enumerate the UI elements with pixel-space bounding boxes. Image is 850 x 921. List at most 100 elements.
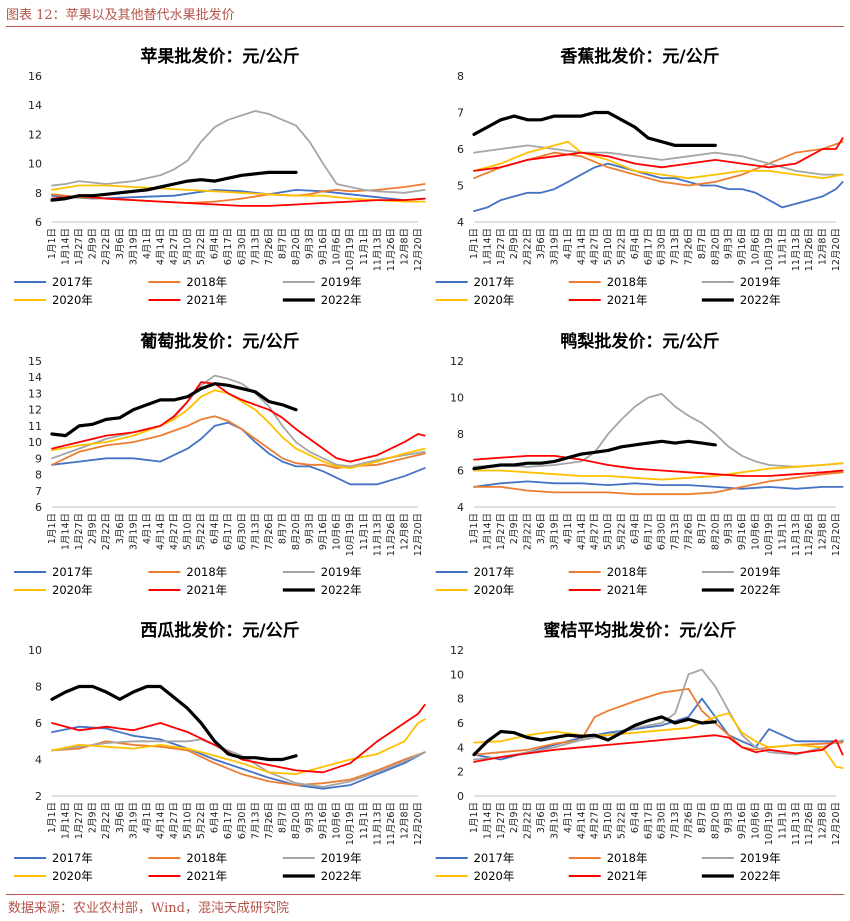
x-tick-label: 11月1日	[359, 228, 370, 265]
x-tick-label: 9月16日	[737, 802, 748, 839]
y-tick-label: 12	[450, 355, 464, 368]
x-tick-label: 1月27日	[496, 802, 507, 839]
x-tick-label: 10月19日	[345, 228, 356, 271]
x-tick-label: 4月27日	[169, 228, 180, 265]
y-tick-label: 7	[457, 107, 464, 120]
legend-label-2017: 2017年	[474, 275, 515, 289]
series-line-2020	[473, 140, 844, 180]
x-tick-label: 10月19日	[345, 513, 356, 556]
x-tick-label: 1月27日	[496, 513, 507, 550]
x-tick-label: 5月22日	[196, 513, 207, 550]
chart-title: 西瓜批发价：元/公斤	[140, 620, 299, 641]
y-tick-label: 8	[457, 70, 464, 83]
legend-label-2018: 2018年	[607, 275, 648, 289]
series-line-2022	[472, 715, 717, 757]
legend-label-2022: 2022年	[321, 293, 362, 307]
series-line-2019	[51, 738, 426, 788]
legend-label-2017: 2017年	[52, 275, 93, 289]
legend-label-2022: 2022年	[740, 293, 781, 307]
x-tick-label: 2月9日	[509, 513, 520, 544]
x-tick-label: 4月1日	[142, 513, 153, 544]
x-tick-label: 12月20日	[413, 802, 424, 845]
x-tick-label: 1月1日	[469, 513, 480, 544]
x-tick-label: 4月14日	[155, 802, 166, 839]
legend-label-2019: 2019年	[321, 565, 362, 579]
series-line-2019	[51, 110, 426, 194]
x-tick-label: 2月22日	[101, 513, 112, 550]
chart-title: 苹果批发价：元/公斤	[140, 46, 299, 67]
x-tick-label: 4月1日	[142, 802, 153, 833]
chart-panel-banana: 香蕉批发价：元/公斤 4 5 6 7 8 1月1日 1月14日 1月27日 2月9日 2月22日 3月…	[432, 36, 848, 316]
x-tick-label: 8月7日	[697, 802, 708, 833]
y-tick-label: 5	[457, 180, 464, 193]
x-tick-label: 4月14日	[576, 228, 587, 265]
x-tick-label: 3月6日	[536, 228, 547, 259]
chart-svg: 葡萄批发价：元/公斤 6 7 8 9 10 11 12 13 14 15 1月1日 1月14日 1月27日…	[14, 331, 426, 597]
figure-title: 图表 12：苹果以及其他替代水果批发价	[6, 8, 235, 23]
x-tick-label: 11月1日	[359, 802, 370, 839]
legend-label-2022: 2022年	[321, 869, 362, 883]
y-tick-label: 10	[450, 668, 464, 681]
x-tick-label: 11月13日	[372, 802, 383, 845]
chart-title: 香蕉批发价：元/公斤	[560, 46, 719, 67]
x-tick-label: 5月22日	[196, 802, 207, 839]
legend-label-2021: 2021年	[186, 869, 227, 883]
y-tick-label: 15	[28, 355, 42, 368]
series-line-2020	[51, 718, 426, 776]
x-tick-label: 6月17日	[223, 513, 234, 550]
legend-label-2020: 2020年	[52, 583, 93, 597]
x-tick-label: 4月1日	[142, 228, 153, 259]
x-tick-label: 9月3日	[305, 513, 316, 544]
x-tick-label: 4月14日	[155, 228, 166, 265]
legend-label-2022: 2022年	[740, 869, 781, 883]
y-tick-label: 6	[35, 501, 42, 514]
x-tick-label: 12月20日	[413, 513, 424, 556]
chart-svg: 鸭梨批发价：元/公斤 4 6 8 10 12 1月1日 1月14日 1月27日 2月9日 2月22日…	[435, 331, 844, 597]
x-tick-label: 4月27日	[590, 513, 601, 550]
y-tick-label: 13	[28, 387, 42, 400]
x-tick-label: 6月4日	[630, 513, 641, 544]
y-tick-label: 14	[28, 371, 42, 384]
chart-title: 鸭梨批发价：元/公斤	[560, 331, 719, 352]
x-tick-label: 11月13日	[372, 513, 383, 556]
legend-label-2017: 2017年	[52, 851, 93, 865]
x-tick-label: 9月16日	[318, 513, 329, 550]
x-tick-label: 2月22日	[101, 802, 112, 839]
x-tick-label: 10月6日	[332, 513, 343, 550]
x-tick-label: 5月22日	[616, 228, 627, 265]
x-tick-label: 8月20日	[291, 513, 302, 550]
legend-label-2019: 2019年	[740, 275, 781, 289]
y-tick-label: 8	[457, 693, 464, 706]
legend-label-2018: 2018年	[186, 565, 227, 579]
x-tick-label: 1月14日	[61, 802, 72, 839]
legend-label-2018: 2018年	[607, 851, 648, 865]
series-line-2019	[473, 668, 844, 761]
x-tick-label: 6月17日	[223, 228, 234, 265]
series-line-2017	[473, 480, 844, 490]
x-tick-label: 11月13日	[791, 513, 802, 556]
chart-panel-watermelon: 西瓜批发价：元/公斤 2 4 6 8 10 1月1日 1月14日 1月27日 2月9日 2月22日 3…	[10, 610, 430, 892]
chart-panel-tangerine: 蜜桔平均批发价：元/公斤 0 2 4 6 8 10 12 1月1日 1月14日 1月27日 2月9日 2…	[432, 610, 848, 892]
x-tick-label: 12月8日	[818, 513, 829, 550]
top-rule	[6, 26, 844, 27]
chart-panel-pear: 鸭梨批发价：元/公斤 4 6 8 10 12 1月1日 1月14日 1月27日 2月9日 2月22日…	[432, 321, 848, 606]
series-line-2018	[473, 471, 844, 496]
y-tick-label: 6	[35, 216, 42, 229]
series-line-2017	[51, 188, 426, 202]
series-line-2020	[473, 462, 844, 481]
y-tick-label: 10	[28, 644, 42, 657]
legend-label-2020: 2020年	[474, 293, 515, 307]
series-line-2019	[473, 144, 844, 176]
x-tick-label: 11月26日	[386, 228, 397, 271]
x-tick-label: 11月1日	[777, 513, 788, 550]
legend-label-2021: 2021年	[607, 583, 648, 597]
chart-panel-apple: 苹果批发价：元/公斤 6 8 10 12 14 16 1月1日 1月14日 1月27日 2月9日 2月…	[10, 36, 430, 316]
x-tick-label: 12月20日	[831, 228, 842, 271]
legend-label-2019: 2019年	[740, 851, 781, 865]
y-tick-label: 8	[35, 681, 42, 694]
legend-label-2017: 2017年	[52, 565, 93, 579]
y-tick-label: 12	[28, 404, 42, 417]
x-tick-label: 12月8日	[818, 802, 829, 839]
x-tick-label: 11月26日	[804, 802, 815, 845]
series-line-2022	[50, 170, 298, 202]
